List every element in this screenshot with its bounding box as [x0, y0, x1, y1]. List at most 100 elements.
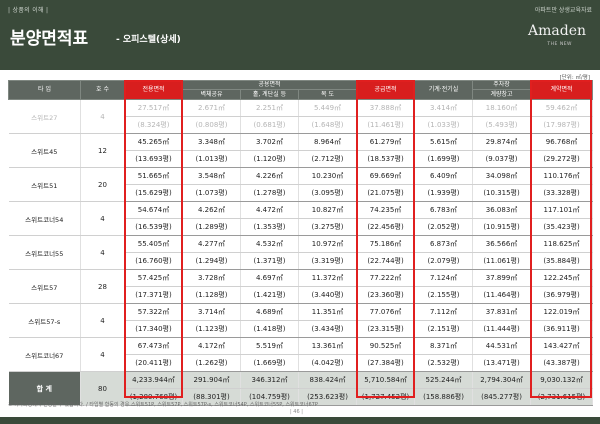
- total-count: 80: [80, 371, 125, 406]
- table-row-pyeong: (15.629평) (1.073평) (1.278평) (3.095평) (21…: [9, 184, 594, 202]
- exclusive-m2: 55.405㎡: [124, 235, 183, 253]
- supply-m2: 75.186㎡: [356, 235, 416, 253]
- exclusive-m2: 57.322㎡: [124, 303, 183, 321]
- supply-m2: 77.222㎡: [356, 269, 416, 287]
- total-parking-m2: 2,794.304㎡: [472, 371, 532, 389]
- total-supply-py: (1,727.452평): [356, 388, 416, 406]
- breadcrumb: | 상품의 이해 |: [8, 7, 49, 14]
- wall-m2: 2.671㎡: [182, 99, 241, 117]
- table-row-pyeong: (8.324평) (0.808평) (0.681평) (1.648평) (11.…: [9, 116, 594, 134]
- table-row-pyeong: (16.760평) (1.294평) (1.371평) (3.319평) (22…: [9, 252, 594, 270]
- col-header-corridor: 복 도: [297, 89, 358, 100]
- wall-m2: 3.348㎡: [182, 133, 241, 151]
- table-row-pyeong: (17.340평) (1.123평) (1.418평) (3.434평) (23…: [9, 320, 594, 338]
- corridor-m2: 5.449㎡: [298, 99, 358, 117]
- corridor-m2: 13.361㎡: [298, 337, 358, 355]
- exclusive-m2: 51.665㎡: [124, 167, 183, 185]
- total-contract-m2: 9,030.132㎡: [530, 371, 594, 389]
- elec-py: (2.151평): [414, 320, 474, 338]
- parking-py: (11.444평): [472, 320, 532, 338]
- parking-py: (11.061평): [472, 252, 532, 270]
- brand-logo-sub: THE NEW: [547, 42, 572, 47]
- type-cell: 스위트57: [8, 269, 81, 304]
- table-row: 스위트57 28 57.425㎡ 3.728㎡ 4.697㎡ 11.372㎡ 7…: [8, 269, 594, 304]
- elec-py: (2.155평): [414, 286, 474, 304]
- footnote: ※ 허가과정에서 변경될 수 있습니다. / 타입별 합동의 경우 스위트51P…: [8, 402, 318, 408]
- corridor-m2: 11.351㎡: [298, 303, 358, 321]
- col-header-storage: 계량창고: [472, 89, 532, 100]
- elec-m2: 6.783㎡: [414, 201, 474, 219]
- parking-m2: 18.160㎡: [472, 99, 532, 117]
- parking-m2: 37.831㎡: [472, 303, 532, 321]
- elec-py: (2.532평): [414, 354, 474, 372]
- total-stairs-m2: 346.312㎡: [240, 371, 299, 389]
- type-cell: 스위트코너54: [8, 201, 81, 236]
- total-corridor-py: (253.623평): [298, 388, 358, 406]
- col-header-stairs: 홀, 계단실 등: [240, 89, 299, 100]
- table-row: 스위트코너67 4 67.473㎡ 4.172㎡ 5.519㎡ 13.361㎡ …: [8, 337, 594, 372]
- elec-m2: 3.414㎡: [414, 99, 474, 117]
- parking-py: (10.315평): [472, 184, 532, 202]
- page-title: 분양면적표: [10, 29, 89, 49]
- elec-m2: 7.112㎡: [414, 303, 474, 321]
- wall-py: (1.123평): [182, 320, 241, 338]
- exclusive-py: (16.760평): [124, 252, 183, 270]
- corridor-m2: 10.972㎡: [298, 235, 358, 253]
- contract-py: (17.987평): [530, 116, 594, 134]
- stairs-m2: 4.532㎡: [240, 235, 299, 253]
- supply-py: (22.744평): [356, 252, 416, 270]
- corridor-m2: 10.827㎡: [298, 201, 358, 219]
- wall-py: (1.289평): [182, 218, 241, 236]
- exclusive-m2: 57.425㎡: [124, 269, 183, 287]
- table-row-pyeong: (20.411평) (1.262평) (1.669평) (4.042평) (27…: [9, 354, 594, 372]
- elec-m2: 8.371㎡: [414, 337, 474, 355]
- supply-m2: 74.235㎡: [356, 201, 416, 219]
- supply-m2: 90.525㎡: [356, 337, 416, 355]
- col-header-elec: 기계·전기실: [414, 80, 474, 100]
- stairs-py: (1.278평): [240, 184, 299, 202]
- elec-py: (2.079평): [414, 252, 474, 270]
- corridor-py: (3.275평): [298, 218, 358, 236]
- header-right-note: 아파트만 상생교육자료: [534, 7, 592, 14]
- parking-py: (11.464평): [472, 286, 532, 304]
- parking-m2: 34.098㎡: [472, 167, 532, 185]
- total-contract-py: (2,731.615평): [530, 388, 594, 406]
- supply-py: (18.537평): [356, 150, 416, 168]
- exclusive-m2: 67.473㎡: [124, 337, 183, 355]
- count-cell: 28: [80, 269, 125, 304]
- bottom-bar: [0, 417, 600, 424]
- col-header-contract: 계약면적: [530, 80, 594, 100]
- contract-py: (43.387평): [530, 354, 594, 372]
- exclusive-py: (8.324평): [124, 116, 183, 134]
- exclusive-py: (17.371평): [124, 286, 183, 304]
- parking-py: (10.915평): [472, 218, 532, 236]
- total-elec-py: (158.886평): [414, 388, 474, 406]
- total-corridor-m2: 838.424㎡: [298, 371, 358, 389]
- contract-m2: 122.245㎡: [530, 269, 594, 287]
- wall-py: (0.808평): [182, 116, 241, 134]
- stairs-py: (1.353평): [240, 218, 299, 236]
- elec-py: (2.052평): [414, 218, 474, 236]
- count-cell: 4: [80, 235, 125, 270]
- supply-m2: 69.669㎡: [356, 167, 416, 185]
- supply-py: (21.075평): [356, 184, 416, 202]
- exclusive-py: (17.340평): [124, 320, 183, 338]
- col-header-wall: 벽체공유: [182, 89, 241, 100]
- col-header-common-group: 공용면적: [181, 80, 358, 90]
- contract-py: (29.272평): [530, 150, 594, 168]
- exclusive-py: (20.411평): [124, 354, 183, 372]
- corridor-py: (3.434평): [298, 320, 358, 338]
- elec-py: (1.033평): [414, 116, 474, 134]
- type-cell: 스위트코너67: [8, 337, 81, 372]
- corridor-m2: 8.964㎡: [298, 133, 358, 151]
- corridor-m2: 11.372㎡: [298, 269, 358, 287]
- total-wall-m2: 291.904㎡: [182, 371, 241, 389]
- wall-m2: 4.277㎡: [182, 235, 241, 253]
- parking-m2: 44.531㎡: [472, 337, 532, 355]
- contract-m2: 118.625㎡: [530, 235, 594, 253]
- type-cell: 스위트51: [8, 167, 81, 202]
- supply-py: (11.461평): [356, 116, 416, 134]
- type-cell: 스위트코너55: [8, 235, 81, 270]
- type-cell: 스위트57-s: [8, 303, 81, 338]
- corridor-py: (2.712평): [298, 150, 358, 168]
